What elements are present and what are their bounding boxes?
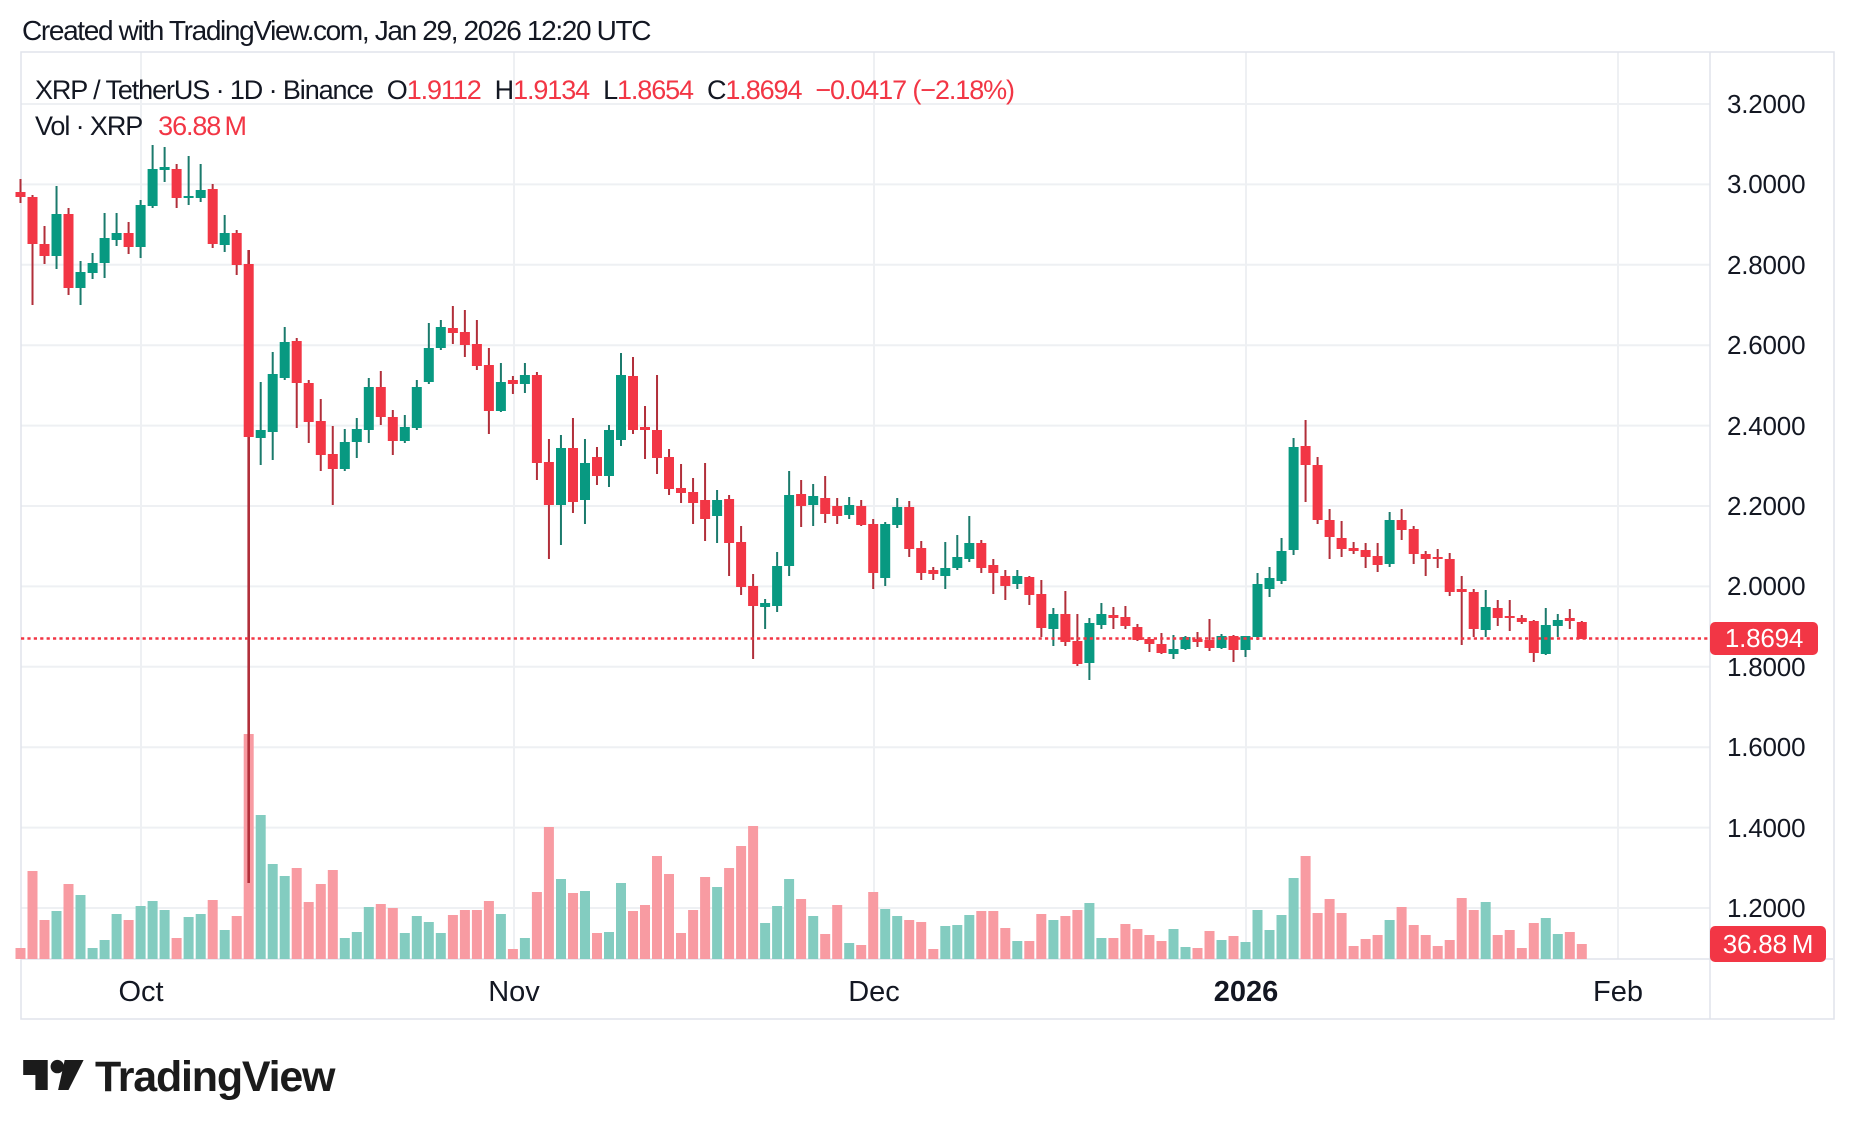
svg-text:TradingView: TradingView	[95, 1058, 336, 1101]
